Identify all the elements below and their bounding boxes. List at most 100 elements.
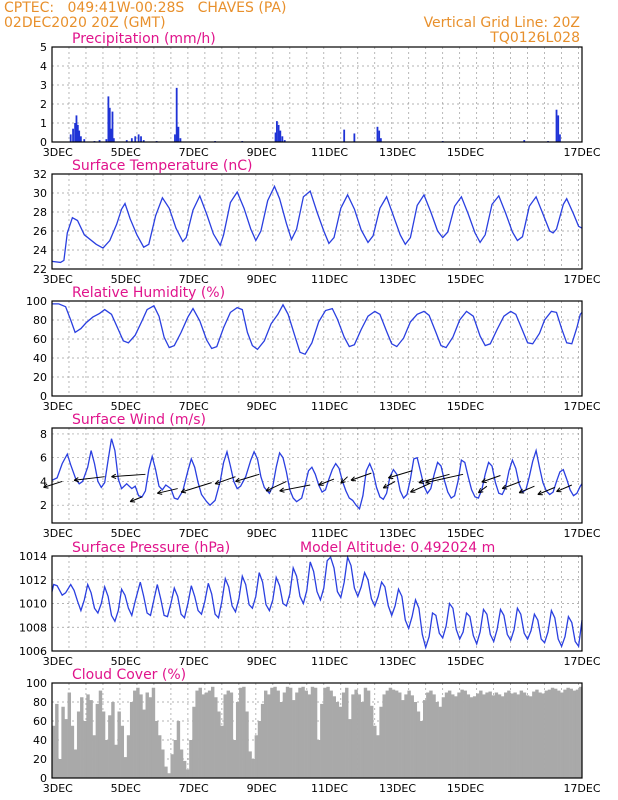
precip-bar	[177, 126, 180, 142]
precip-bar	[69, 134, 72, 142]
precip-bar	[98, 140, 101, 142]
x-tick-label: 13DEC	[379, 273, 416, 286]
cloud-bar	[282, 692, 287, 778]
cloud-bar	[161, 749, 165, 778]
cloud-bar	[538, 692, 542, 778]
cloud-bar	[95, 703, 100, 778]
cloud-bar	[451, 694, 455, 778]
cloud-bar	[251, 759, 255, 778]
cloud-bar	[382, 694, 386, 778]
cloud-bar	[301, 686, 305, 778]
wind-vector	[43, 480, 63, 488]
wind-vector	[340, 476, 348, 484]
cloud-bar	[186, 769, 190, 778]
cloud-bar	[370, 705, 374, 778]
series-line	[52, 303, 583, 355]
x-tick-label: 13DEC	[379, 400, 416, 413]
x-tick-label: 15DEC	[447, 146, 484, 159]
x-tick-label: 7DEC	[179, 527, 209, 540]
x-tick-label: 15DEC	[447, 655, 484, 668]
cloud-bar	[189, 740, 193, 778]
cloud-bar	[566, 687, 570, 778]
wind-vector	[518, 485, 535, 494]
cloud-bar	[310, 686, 315, 778]
cloud-bar	[214, 697, 218, 778]
cloud-bar	[223, 694, 227, 778]
wind-arrowhead	[214, 479, 221, 485]
cloud-bar	[376, 735, 380, 778]
y-tick-label: 28	[33, 206, 47, 219]
cloud-bar	[466, 694, 471, 778]
wind-arrowhead	[129, 497, 136, 503]
wind-vector	[478, 485, 488, 494]
y-tick-label: 5	[40, 41, 47, 54]
x-tick-label: 3DEC	[43, 273, 73, 286]
cloud-bar	[575, 689, 580, 778]
wind-vector	[129, 496, 143, 503]
series-line	[51, 184, 583, 264]
cloud-bar	[111, 702, 115, 778]
x-tick-label: 9DEC	[247, 400, 277, 413]
cloud-bar	[173, 740, 178, 778]
model-code: TQ0126L028	[490, 30, 580, 46]
precip-bar	[140, 136, 142, 142]
x-tick-label: 15DEC	[447, 400, 484, 413]
cloud-bar	[419, 721, 424, 778]
cloud-bar	[338, 706, 343, 778]
wind-arrowhead	[425, 479, 431, 485]
y-tick-label: 4	[40, 60, 47, 73]
precip-bar	[111, 111, 114, 142]
cloud-bar	[532, 691, 536, 778]
x-tick-label: 11DEC	[311, 400, 348, 413]
cloud-bar	[154, 721, 159, 778]
cloud-bar	[510, 693, 514, 778]
cloud-bar	[398, 692, 402, 778]
cloud-bar	[500, 696, 505, 778]
cloud-bar	[522, 692, 527, 778]
wind-vector	[537, 486, 556, 495]
series-line	[51, 554, 583, 650]
precip-bar	[112, 138, 115, 142]
wind-arrowhead	[388, 474, 394, 480]
cloud-bar	[410, 695, 414, 778]
cloud-bar	[148, 697, 153, 778]
x-tick-label: 7DEC	[179, 146, 209, 159]
wind-vector	[265, 480, 287, 492]
x-tick-label: 5DEC	[111, 655, 141, 668]
precip-bar	[83, 139, 86, 142]
y-tick-label: 0	[40, 772, 47, 785]
precip-bar	[279, 130, 282, 142]
cloud-bar	[432, 694, 436, 778]
x-tick-label: 11DEC	[311, 146, 348, 159]
panel-title: Cloud Cover (%)	[72, 667, 186, 683]
cloud-bar	[76, 711, 81, 778]
cloud-bar	[195, 690, 199, 778]
cloud-bar	[129, 702, 134, 778]
cloud-bar	[273, 686, 277, 778]
wind-arrowhead	[318, 481, 324, 486]
cloud-bar	[101, 711, 106, 778]
cloud-bar	[572, 690, 577, 778]
x-tick-label: 9DEC	[247, 782, 277, 795]
cloud-bar	[167, 773, 171, 778]
y-tick-label: 24	[33, 244, 47, 257]
cloud-bar	[105, 740, 109, 778]
cloud-bar	[469, 697, 474, 778]
cloud-bar	[267, 694, 271, 778]
precip-bar	[134, 136, 137, 142]
y-tick-label: 1012	[19, 574, 47, 587]
cloud-bar	[535, 689, 539, 778]
cloud-bar	[385, 690, 390, 778]
wind-vector	[501, 480, 522, 490]
cloud-bar	[416, 711, 421, 778]
precip-bar	[281, 136, 284, 142]
precip-bar	[277, 124, 280, 142]
grid-line-note: Vertical Grid Line: 20Z	[423, 15, 580, 31]
wind-arrowhead	[340, 478, 346, 484]
cloud-bar	[117, 711, 121, 778]
y-tick-label: 30	[33, 187, 47, 200]
wind-arrowhead	[157, 489, 163, 495]
x-tick-label: 11DEC	[311, 655, 348, 668]
cloud-bar	[557, 690, 561, 778]
